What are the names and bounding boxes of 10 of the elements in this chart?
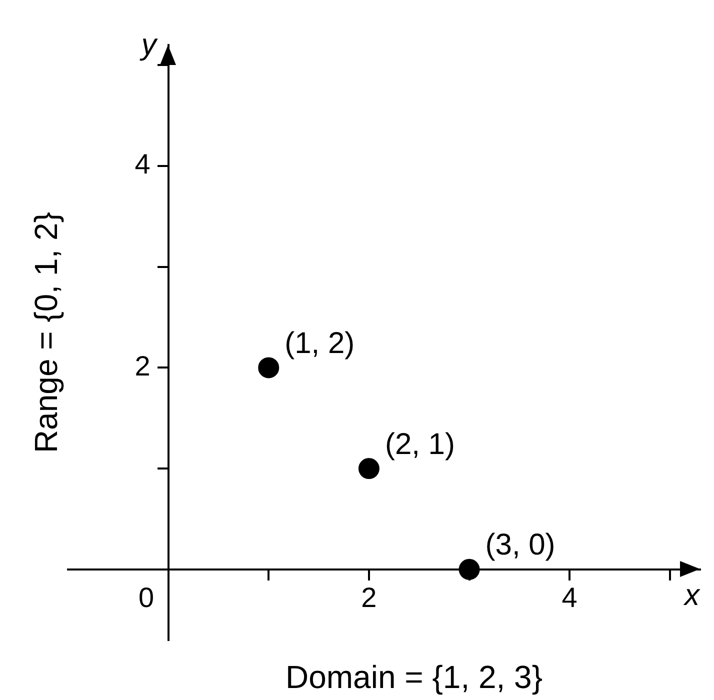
x-axis-title: Domain = {1, 2, 3} <box>285 658 543 695</box>
annotation: x <box>682 578 700 612</box>
x-tick-label: 4 <box>562 582 578 614</box>
data-label: (3, 0) <box>485 528 556 562</box>
y-axis-title: Range = {0, 1, 2} <box>28 212 64 454</box>
data-label: (2, 1) <box>384 428 455 461</box>
data-label: (1, 2) <box>284 326 355 360</box>
annotation: y <box>139 28 158 62</box>
x-tick-label: 2 <box>361 582 377 614</box>
x-tick-label: 0 <box>138 582 154 614</box>
